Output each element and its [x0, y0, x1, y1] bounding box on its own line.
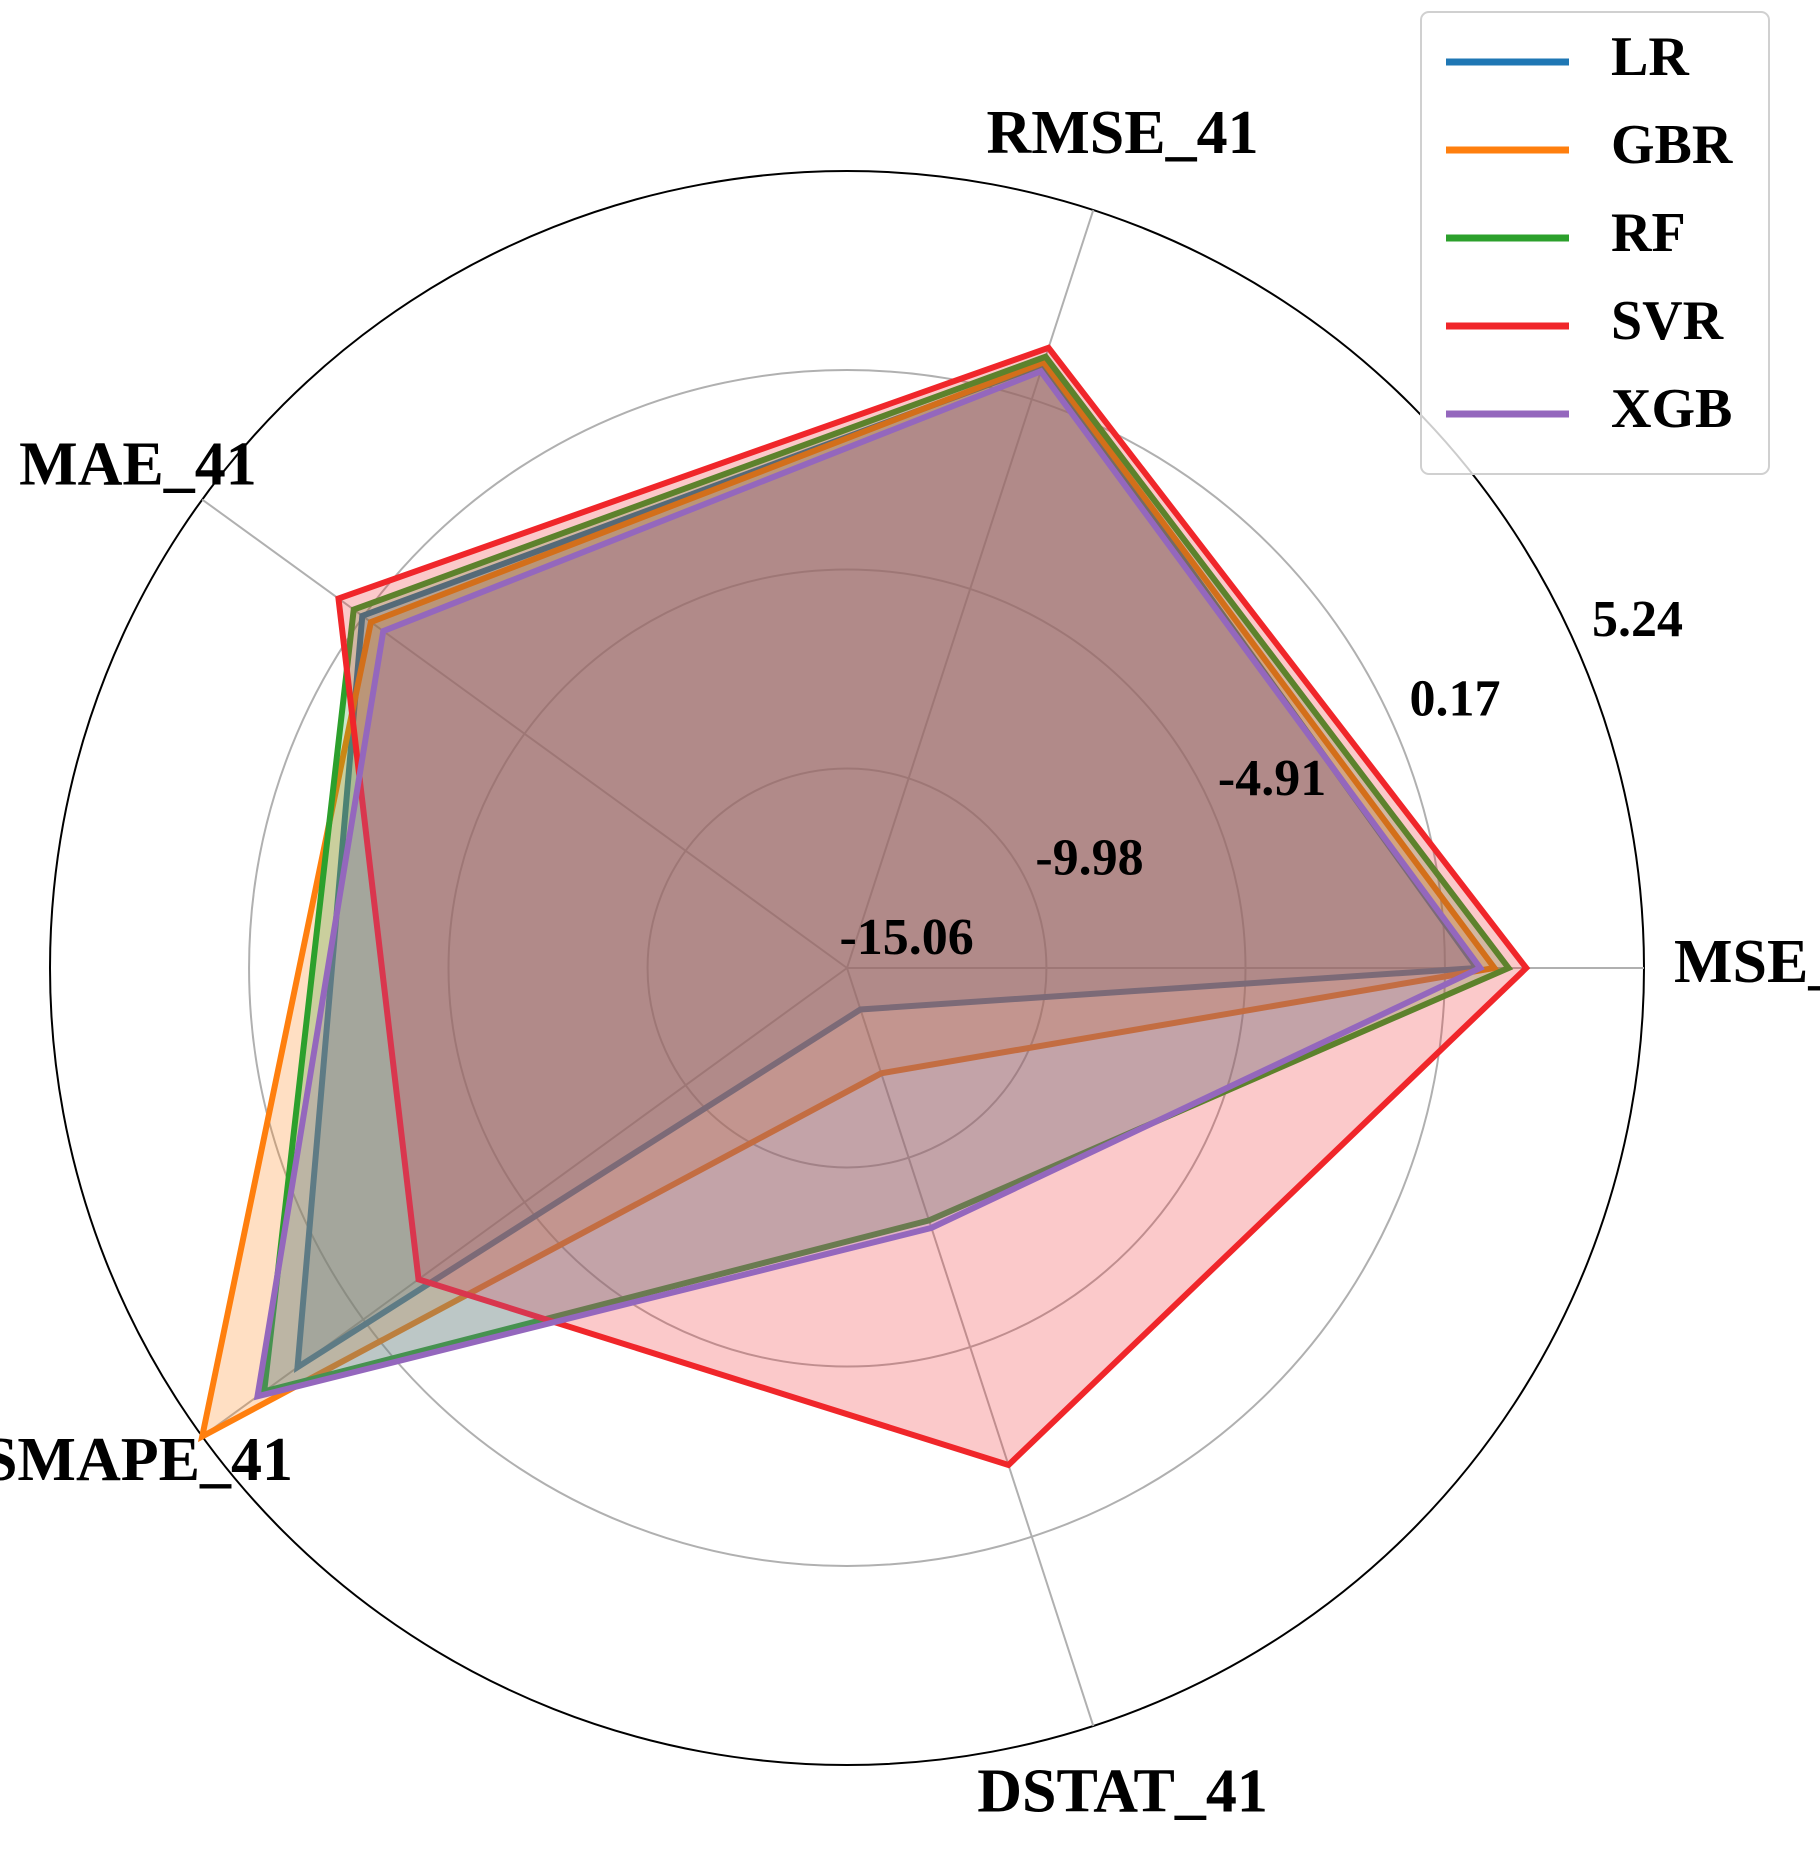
r-tick-label: 0.17 — [1409, 671, 1500, 728]
axis-label: MSE_41 — [1674, 928, 1820, 996]
r-tick-label: 5.24 — [1592, 591, 1683, 648]
spoke — [846, 209, 1095, 969]
r-tick-label: -9.98 — [1035, 829, 1143, 886]
series-area — [260, 353, 1514, 1396]
r-tick-label: -15.06 — [839, 909, 973, 966]
axis-label: MAE_41 — [19, 430, 257, 498]
legend-label: LR — [1611, 26, 1689, 88]
legend-label: GBR — [1611, 114, 1733, 176]
series-area — [253, 367, 1485, 1401]
axis-label: DSTAT_41 — [977, 1758, 1268, 1826]
spoke — [846, 967, 1095, 1727]
legend-label: SVR — [1611, 290, 1724, 352]
legend: LR GBR RF SVR XGB — [1420, 11, 1770, 475]
legend-label: XGB — [1611, 378, 1732, 440]
axis-label: RMSE_41 — [986, 99, 1258, 167]
series-area — [197, 358, 1500, 1443]
legend-label: RF — [1611, 202, 1686, 264]
series-area — [293, 360, 1483, 1374]
axis-label: SMAPE_41 — [0, 1426, 293, 1494]
spoke — [201, 498, 848, 969]
legend-box — [1420, 11, 1770, 475]
r-tick-label: -4.91 — [1218, 750, 1326, 807]
